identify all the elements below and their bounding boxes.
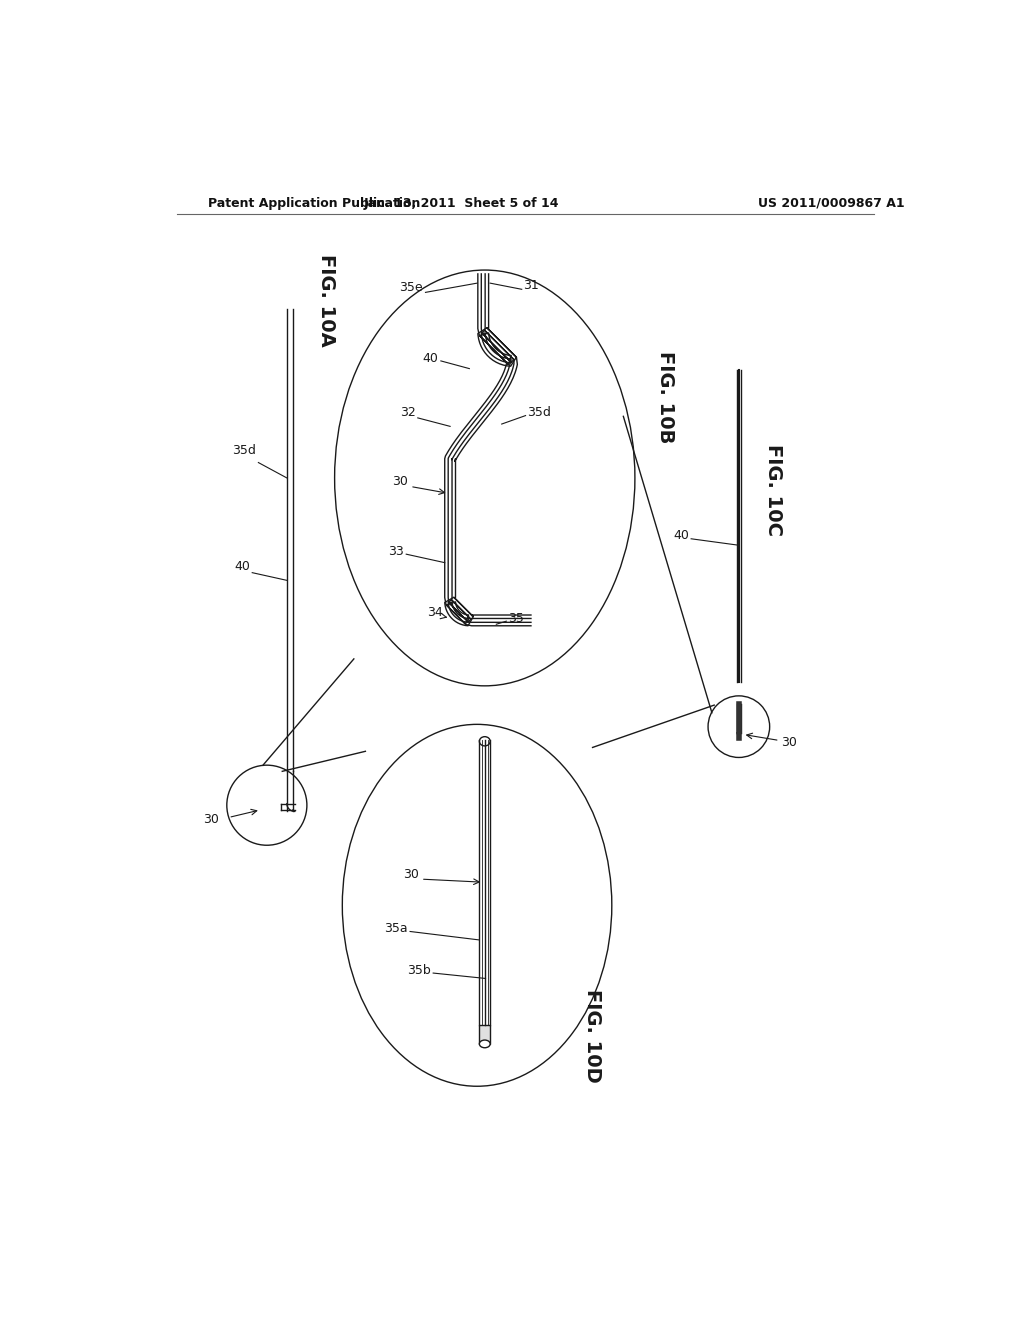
Text: US 2011/0009867 A1: US 2011/0009867 A1	[758, 197, 904, 210]
Text: 35a: 35a	[384, 921, 408, 935]
Bar	[479, 1024, 490, 1044]
Ellipse shape	[479, 1040, 490, 1048]
Text: 30: 30	[403, 869, 419, 880]
Text: FIG. 10C: FIG. 10C	[764, 444, 783, 536]
Text: Patent Application Publication: Patent Application Publication	[208, 197, 420, 210]
Text: 35e: 35e	[399, 281, 423, 294]
Text: 35d: 35d	[527, 407, 551, 418]
Text: 33: 33	[388, 545, 403, 557]
Text: FIG. 10A: FIG. 10A	[317, 255, 337, 347]
Text: 40: 40	[423, 352, 438, 366]
Text: 40: 40	[673, 529, 689, 543]
Ellipse shape	[479, 737, 490, 746]
Text: 32: 32	[399, 407, 416, 418]
Text: 35: 35	[508, 612, 523, 626]
Text: 35d: 35d	[232, 445, 256, 458]
Text: FIG. 10B: FIG. 10B	[656, 351, 675, 444]
Text: FIG. 10D: FIG. 10D	[583, 989, 602, 1084]
Text: 30: 30	[203, 813, 219, 825]
Text: 40: 40	[234, 560, 250, 573]
Text: 34: 34	[427, 606, 442, 619]
Text: 30: 30	[781, 735, 797, 748]
Text: 31: 31	[523, 279, 539, 292]
Text: 35b: 35b	[408, 964, 431, 977]
Text: 30: 30	[392, 475, 408, 488]
Text: Jan. 13, 2011  Sheet 5 of 14: Jan. 13, 2011 Sheet 5 of 14	[364, 197, 559, 210]
